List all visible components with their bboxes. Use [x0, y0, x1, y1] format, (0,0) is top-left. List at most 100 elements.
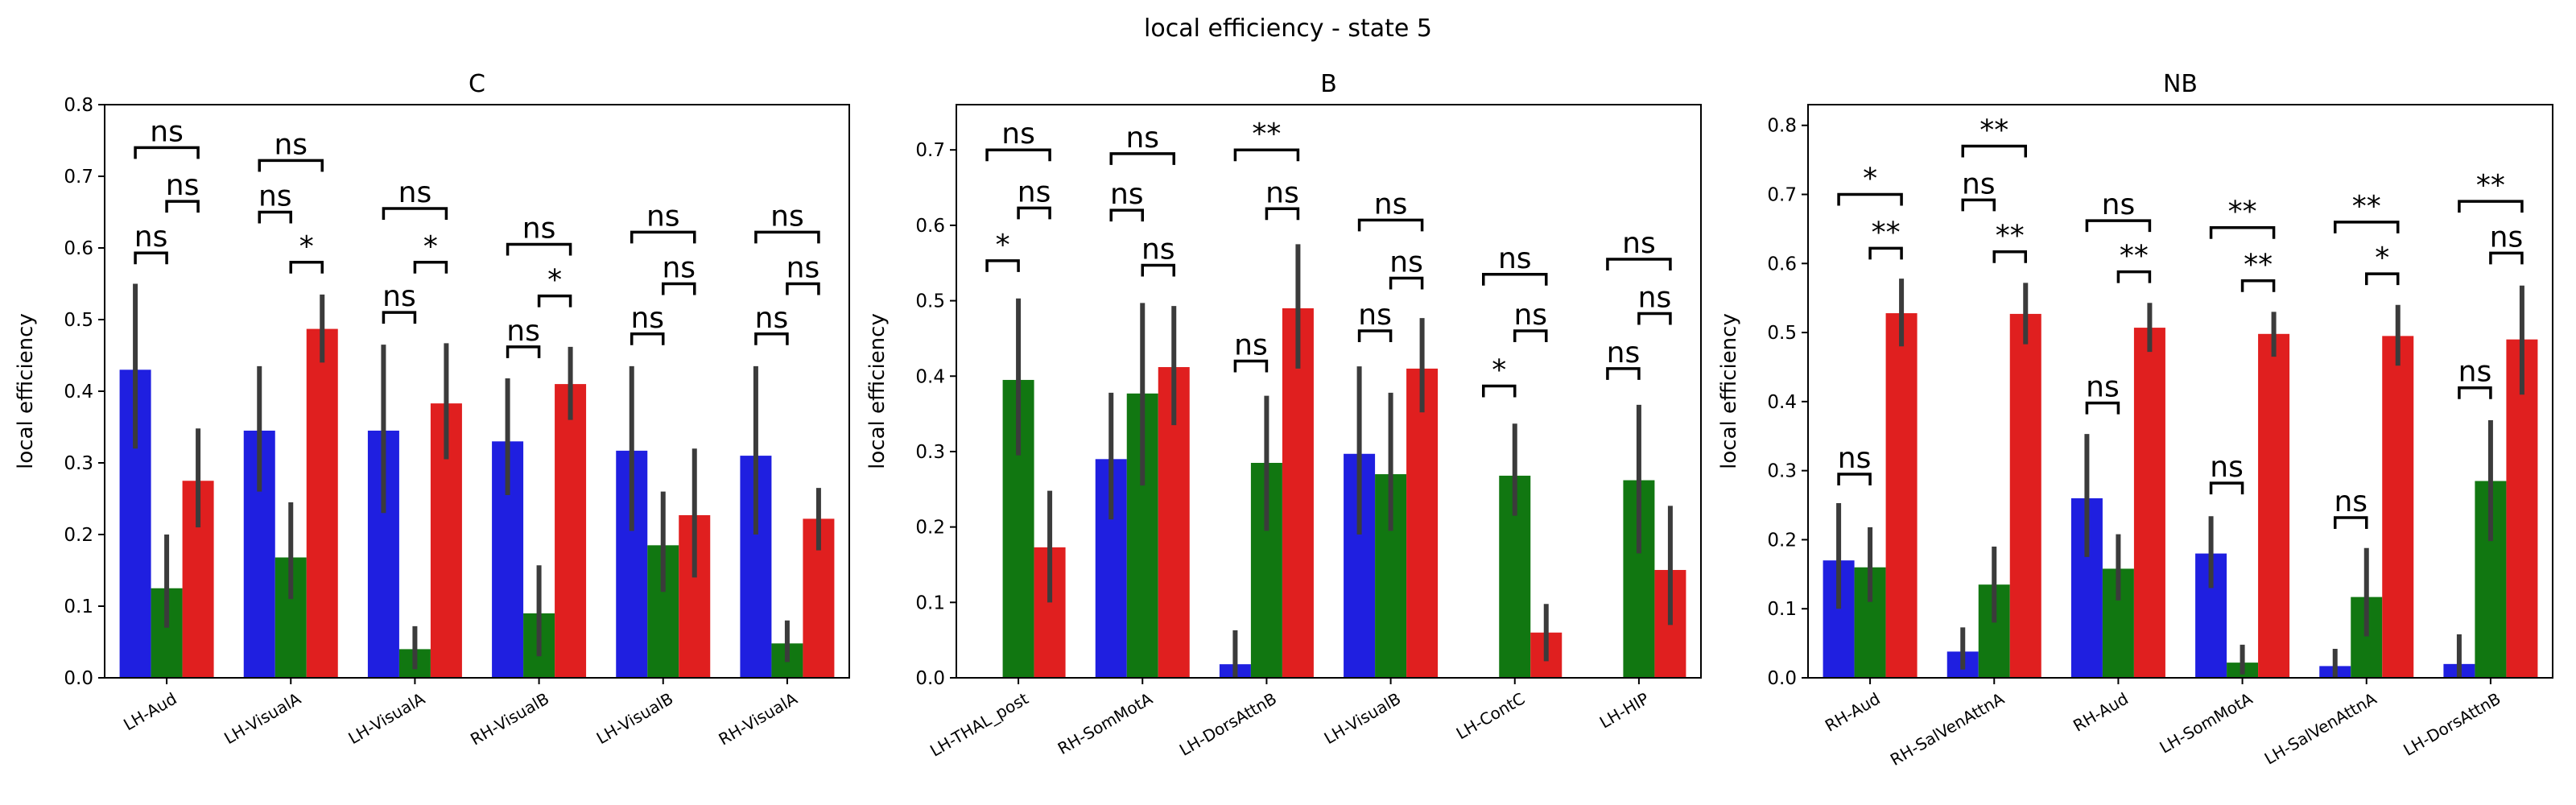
significance-label: * — [423, 230, 438, 263]
significance-bracket — [1837, 473, 1872, 485]
significance-bracket — [2489, 251, 2524, 265]
x-tick-label: LH-SalVenAttnA — [2261, 688, 2380, 768]
significance-bracket — [1513, 329, 1548, 343]
y-tick-label: 0.0 — [64, 668, 93, 689]
significance-bracket — [289, 261, 324, 274]
y-tick-label: 0.5 — [64, 310, 93, 331]
figure-title: local efficiency - state 5 — [1144, 14, 1432, 43]
significance-bracket — [630, 230, 696, 244]
x-tick-label: LH-VisualA — [345, 688, 428, 748]
significance-label: ** — [1872, 216, 1901, 249]
x-tick-label: LH-VisualB — [593, 689, 677, 749]
y-tick-label: 0.2 — [1767, 530, 1797, 551]
significance-bracket — [2085, 401, 2120, 415]
x-tick-label: LH-VisualA — [221, 688, 304, 748]
bar — [2506, 339, 2538, 678]
significance-label: ns — [1234, 329, 1268, 362]
significance-bracket — [754, 332, 789, 345]
y-tick-label: 0.4 — [915, 366, 945, 387]
significance-label: ** — [1979, 114, 2008, 147]
y-tick-label: 0.3 — [1767, 461, 1797, 482]
y-tick-label: 0.4 — [1767, 392, 1797, 413]
significance-bracket — [506, 242, 572, 256]
significance-bracket — [1357, 218, 1424, 232]
significance-bracket — [2458, 386, 2492, 399]
bar — [1406, 368, 1439, 678]
y-tick-label: 0.7 — [915, 140, 945, 161]
significance-label: ns — [2210, 451, 2244, 484]
y-tick-label: 0.0 — [1767, 668, 1797, 689]
significance-bracket — [1357, 329, 1393, 343]
significance-label: ** — [1996, 220, 2025, 253]
significance-bracket — [1233, 148, 1300, 162]
significance-bracket — [1837, 192, 1903, 206]
x-tick-label: LH-HIP — [1596, 689, 1653, 733]
y-tick-label: 0.5 — [1767, 323, 1797, 344]
significance-bracket — [1961, 198, 1996, 212]
significance-bracket — [985, 148, 1051, 162]
significance-label: ** — [2352, 190, 2381, 223]
plot-frame — [1807, 104, 2553, 679]
significance-label: ns — [662, 252, 696, 285]
significance-bracket — [1606, 258, 1672, 271]
y-tick-label: 0.6 — [1767, 254, 1797, 275]
y-tick-label: 0.6 — [64, 238, 93, 259]
significance-bracket — [1109, 208, 1144, 222]
bar — [306, 328, 338, 678]
x-tick-label: LH-Aud — [120, 689, 180, 735]
x-tick-label: RH-SalVenAttnA — [1887, 688, 2008, 770]
significance-label: ns — [274, 128, 308, 161]
y-tick-label: 0.2 — [64, 525, 93, 546]
significance-label: ns — [1638, 282, 1672, 315]
plot-frame — [104, 104, 850, 679]
significance-label: ns — [1962, 167, 1996, 200]
significance-label: ns — [1607, 336, 1641, 369]
significance-bracket — [786, 282, 820, 295]
x-tick-label: RH-Aud — [1822, 689, 1884, 736]
significance-bracket — [413, 261, 448, 274]
significance-bracket — [2209, 481, 2244, 495]
y-tick-label: 0.5 — [915, 291, 945, 312]
y-tick-label: 0.0 — [915, 668, 945, 689]
y-tick-label: 0.1 — [64, 597, 93, 617]
bar — [2009, 313, 2041, 678]
panel-title: B — [1320, 70, 1337, 98]
significance-bracket — [1141, 263, 1175, 277]
x-tick-label: LH-DorsAttnB — [2400, 689, 2504, 760]
significance-label: ns — [1513, 299, 1547, 332]
significance-label: * — [2375, 242, 2389, 275]
y-tick-label: 0.3 — [64, 453, 93, 474]
significance-bracket — [1992, 250, 2027, 263]
significance-label: ns — [1498, 242, 1532, 275]
significance-bracket — [1265, 207, 1300, 221]
significance-bracket — [537, 294, 572, 308]
x-tick-label: RH-Aud — [2070, 689, 2132, 736]
significance-label: ns — [506, 315, 540, 348]
significance-label: ** — [1252, 118, 1281, 151]
panel-title: NB — [2163, 70, 2198, 98]
x-tick-label: RH-VisualB — [467, 689, 552, 749]
significance-label: ns — [2334, 485, 2368, 518]
significance-label: ns — [1001, 118, 1035, 151]
significance-label: ns — [1358, 299, 1392, 332]
significance-label: ns — [258, 180, 292, 213]
significance-label: ns — [1622, 227, 1656, 260]
x-tick-label: LH-THAL_post — [927, 688, 1032, 760]
significance-label: * — [299, 230, 314, 263]
significance-label: ns — [398, 176, 432, 209]
y-tick-label: 0.7 — [64, 167, 93, 188]
significance-bracket — [1482, 384, 1517, 398]
significance-bracket — [165, 200, 200, 213]
significance-label: ns — [786, 252, 820, 285]
y-tick-label: 0.1 — [915, 592, 945, 613]
significance-label: ** — [2120, 240, 2149, 273]
significance-label: ns — [1125, 122, 1159, 155]
significance-label: ns — [2086, 371, 2120, 404]
significance-bracket — [1233, 359, 1269, 373]
plot-frame — [956, 104, 1702, 679]
y-tick-label: 0.2 — [915, 518, 945, 539]
significance-label: ** — [2476, 169, 2505, 202]
